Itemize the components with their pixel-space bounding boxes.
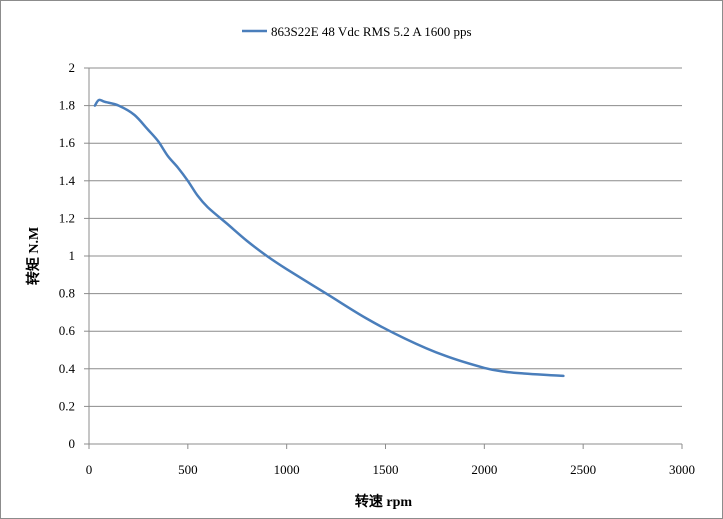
series-layer — [93, 98, 565, 378]
x-tick-label-5: 2500 — [570, 462, 596, 477]
x-tick-label-1: 500 — [178, 462, 198, 477]
axes: 0 0.2 0.4 0.6 0.8 1 1.2 1.4 1.6 1.8 2 0 500 1000 1500 2… — [59, 60, 695, 477]
x-tick-label-4: 2000 — [471, 462, 497, 477]
x-tick-label-6: 3000 — [669, 462, 695, 477]
y-tick-label-4: 0.8 — [59, 286, 75, 301]
y-tick-label-9: 1.8 — [59, 98, 75, 113]
legend: 863S22E 48 Vdc RMS 5.2 A 1600 pps — [242, 24, 472, 39]
y-tick-label-10: 2 — [69, 60, 76, 75]
y-tick-label-7: 1.4 — [59, 173, 76, 188]
x-tick-label-2: 1000 — [274, 462, 300, 477]
x-axis-title: 转速 rpm — [355, 493, 412, 510]
x-tick-label-0: 0 — [86, 462, 93, 477]
x-tick-label-3: 1500 — [373, 462, 399, 477]
y-tick-label-1: 0.2 — [59, 398, 75, 413]
series-line-0 — [93, 98, 565, 378]
y-tick-label-2: 0.4 — [59, 361, 76, 376]
y-tick-label-5: 1 — [69, 248, 76, 263]
legend-label-0: 863S22E 48 Vdc RMS 5.2 A 1600 pps — [271, 24, 472, 39]
y-tick-label-6: 1.2 — [59, 210, 75, 225]
y-tick-label-0: 0 — [69, 436, 76, 451]
y-tick-label-3: 0.6 — [59, 323, 76, 338]
gridlines — [89, 67, 682, 407]
axis-labels: 转速 rpm 转矩 N.M — [25, 227, 412, 510]
y-tick-label-8: 1.6 — [59, 135, 76, 150]
y-axis-title: 转矩 N.M — [25, 227, 42, 285]
